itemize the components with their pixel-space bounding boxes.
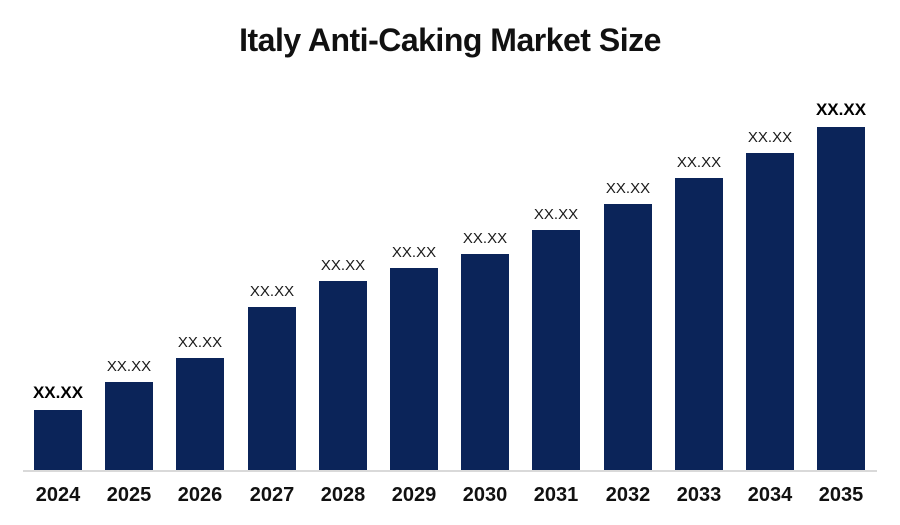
bar (675, 178, 723, 470)
x-axis-tick-label: 2024 (35, 484, 81, 506)
bar (817, 127, 865, 470)
x-axis-tick-label: 2031 (533, 484, 579, 506)
bar (105, 382, 153, 470)
bar (319, 281, 367, 470)
bar (604, 204, 652, 470)
bar-value-label: XX.XX (676, 154, 722, 171)
bar-value-label: XX.XX (32, 383, 84, 402)
bar (390, 268, 438, 470)
bar-value-label: XX.XX (391, 244, 437, 261)
bar (461, 254, 509, 470)
bar (34, 410, 82, 470)
bar (248, 307, 296, 470)
bar (532, 230, 580, 470)
bar (746, 153, 794, 470)
x-axis-tick-label: 2028 (320, 484, 366, 506)
bar-value-label: XX.XX (815, 100, 867, 119)
bar (176, 358, 224, 470)
bar-value-label: XX.XX (106, 358, 152, 375)
x-axis-tick-label: 2027 (249, 484, 295, 506)
x-axis-tick-label: 2030 (462, 484, 508, 506)
x-axis-tick-label: 2026 (177, 484, 223, 506)
x-axis-tick-label: 2025 (106, 484, 152, 506)
bar-value-label: XX.XX (177, 334, 223, 351)
bar-value-label: XX.XX (320, 257, 366, 274)
bar-value-label: XX.XX (747, 129, 793, 146)
x-axis-tick-label: 2034 (747, 484, 793, 506)
x-axis-line (23, 470, 877, 472)
chart-title: Italy Anti-Caking Market Size (239, 22, 661, 58)
x-axis-tick-label: 2035 (818, 484, 864, 506)
bar-value-label: XX.XX (533, 206, 579, 223)
x-axis-tick-label: 2032 (605, 484, 651, 506)
bar-value-label: XX.XX (462, 230, 508, 247)
bar-value-label: XX.XX (605, 180, 651, 197)
x-axis-tick-label: 2033 (676, 484, 722, 506)
bar-value-label: XX.XX (249, 283, 295, 300)
x-axis-tick-label: 2029 (391, 484, 437, 506)
